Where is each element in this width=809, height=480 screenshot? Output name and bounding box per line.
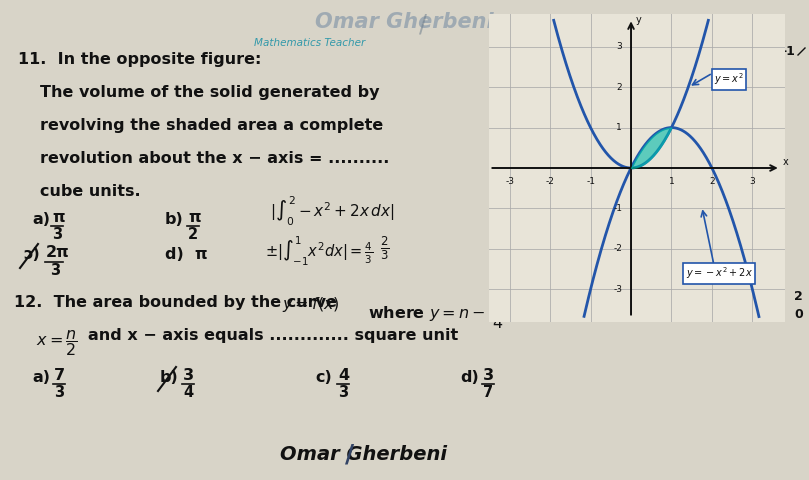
Text: c): c) <box>315 370 332 385</box>
Text: d)  π: d) π <box>165 247 208 262</box>
Text: b): b) <box>165 212 184 227</box>
Text: Omar Gherbeni: Omar Gherbeni <box>280 445 447 464</box>
Text: 3: 3 <box>54 385 64 400</box>
Text: $\pm|\int_{-1}^{1} x^2 dx| = \frac{4}{3}$: $\pm|\int_{-1}^{1} x^2 dx| = \frac{4}{3}… <box>265 235 374 268</box>
Text: and x − axis equals ............. square unit: and x − axis equals ............. square… <box>88 328 458 343</box>
Text: $x = \dfrac{n}{2}$: $x = \dfrac{n}{2}$ <box>36 328 78 358</box>
Text: -1: -1 <box>586 177 595 186</box>
Text: 4: 4 <box>183 385 193 400</box>
Text: revolving the shaded area a complete: revolving the shaded area a complete <box>40 118 383 133</box>
Text: d): d) <box>460 370 479 385</box>
Text: 2: 2 <box>188 227 198 242</box>
Text: 2: 2 <box>709 177 714 186</box>
Text: 12.  The area bounded by the curve: 12. The area bounded by the curve <box>14 295 337 310</box>
Text: 2: 2 <box>794 290 803 303</box>
Text: 11.  In the opposite figure:: 11. In the opposite figure: <box>18 52 261 67</box>
Text: 3: 3 <box>52 227 62 242</box>
Text: a): a) <box>32 212 50 227</box>
Text: Omar Gherbeni: Omar Gherbeni <box>315 12 493 32</box>
Text: π: π <box>188 210 201 225</box>
Text: 2: 2 <box>616 83 622 92</box>
Text: $y=x^2$: $y=x^2$ <box>714 72 743 87</box>
Text: 7: 7 <box>483 385 493 400</box>
Text: 3: 3 <box>183 368 194 383</box>
Text: 4: 4 <box>338 368 349 383</box>
Text: -1: -1 <box>781 45 795 58</box>
Text: Mathematics Teacher: Mathematics Teacher <box>254 38 366 48</box>
Text: revolution about the x − axis = ..........: revolution about the x − axis = ........… <box>40 151 389 166</box>
Text: 3: 3 <box>749 177 756 186</box>
Text: 3: 3 <box>483 368 494 383</box>
Text: $y=-x^2+2x$: $y=-x^2+2x$ <box>685 265 752 281</box>
Text: 3: 3 <box>50 263 60 278</box>
Text: $y = f(x)$: $y = f(x)$ <box>282 295 340 314</box>
Text: $\frac{2}{3}$: $\frac{2}{3}$ <box>380 235 389 263</box>
Text: y: y <box>636 15 642 25</box>
Text: -3: -3 <box>505 177 515 186</box>
Text: 3: 3 <box>616 42 622 51</box>
Text: $|\int_0^2 -x^2+2x\,dx|$: $|\int_0^2 -x^2+2x\,dx|$ <box>270 195 395 228</box>
Text: 3: 3 <box>338 385 348 400</box>
Text: -2: -2 <box>613 244 622 253</box>
Text: -3: -3 <box>613 285 622 294</box>
Text: 7: 7 <box>54 368 66 383</box>
Text: ↄ): ↄ) <box>23 247 40 262</box>
Text: /: / <box>345 443 354 467</box>
Text: 1: 1 <box>668 177 675 186</box>
Text: -1: -1 <box>613 204 622 213</box>
Text: x: x <box>782 157 789 167</box>
Text: a): a) <box>32 370 50 385</box>
Text: -2: -2 <box>546 177 554 186</box>
Text: /: / <box>404 12 427 36</box>
Text: cube units.: cube units. <box>40 184 141 199</box>
Text: π: π <box>52 210 65 225</box>
Text: The volume of the solid generated by: The volume of the solid generated by <box>40 85 379 100</box>
Text: 1: 1 <box>616 123 622 132</box>
Text: b): b) <box>160 370 179 385</box>
Text: 0: 0 <box>794 308 803 321</box>
Text: where $y = n - \dfrac{n^2}{4}$,: where $y = n - \dfrac{n^2}{4}$, <box>368 295 515 331</box>
Text: 2π: 2π <box>46 245 70 260</box>
